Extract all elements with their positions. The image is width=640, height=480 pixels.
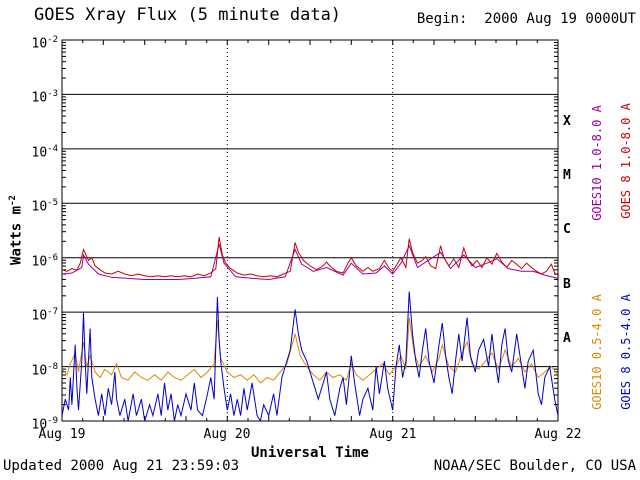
chart-title: GOES Xray Flux (5 minute data) [34,5,342,25]
y-tick-label: 10-5 [31,198,59,215]
series-goes-8-1.0-8.0-a [62,236,558,278]
series-goes10-1.0-8.0-a [62,243,558,281]
y-axis-label: Watts m-2 [8,195,25,265]
x-tick-label: Aug 19 [38,427,86,442]
begin-label: Begin: 2000 Aug 19 0000UT [416,11,636,27]
y-tick-label: 10-9 [31,416,59,433]
legend-goes10-long: GOES10 1.0-8.0 A [590,105,604,221]
x-axis-label: Universal Time [250,445,369,461]
y-tick-label: 10-3 [31,89,59,106]
legend-goes10-short: GOES10 0.5-4.0 A [590,294,604,410]
y-tick-label: 10-2 [31,35,59,52]
flare-class-b: B [563,277,571,292]
y-tick-label: 10-8 [31,362,59,379]
series-goes10-0.5-4.0-a [62,317,558,384]
flare-class-c: C [563,222,571,237]
y-tick-label: 10-7 [31,307,59,324]
legend-goes8-long: GOES 8 1.0-8.0 A [619,103,633,219]
flare-class-m: M [563,168,571,183]
y-tick-label: 10-4 [31,144,59,161]
flare-class-x: X [563,114,571,129]
x-tick-label: Aug 22 [534,427,582,442]
series-goes-8-0.5-4.0-a [62,291,558,421]
x-tick-label: Aug 20 [203,427,251,442]
y-tick-label: 10-6 [31,253,59,270]
legend-goes8-short: GOES 8 0.5-4.0 A [619,294,633,410]
credit-label: NOAA/SEC Boulder, CO USA [433,458,636,474]
updated-timestamp: Updated 2000 Aug 21 23:59:03 [3,458,240,474]
x-tick-label: Aug 21 [369,427,417,442]
flare-class-a: A [563,331,571,346]
